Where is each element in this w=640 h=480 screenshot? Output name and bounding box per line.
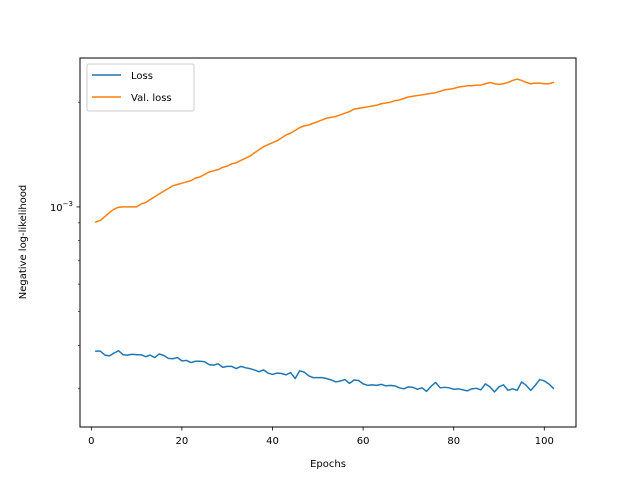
x-tick-label: 0 — [88, 436, 94, 447]
x-tick-label: 40 — [266, 436, 279, 447]
x-axis: 0 20 40 60 80 100 — [88, 427, 554, 447]
x-tick-label: 60 — [357, 436, 370, 447]
legend-label-loss: Loss — [131, 71, 153, 82]
legend: Loss Val. loss — [86, 63, 195, 112]
x-axis-label: Epochs — [310, 459, 346, 470]
y-axis: 10−3 — [50, 101, 80, 390]
x-tick-label: 20 — [176, 436, 189, 447]
series-layer — [94, 78, 555, 393]
legend-label-val-loss: Val. loss — [131, 93, 172, 104]
x-tick-label: 80 — [447, 436, 460, 447]
series-line-1 — [94, 78, 555, 223]
y-tick-label: 10−3 — [50, 200, 73, 214]
series-line-0 — [95, 349, 555, 393]
x-tick-label: 100 — [535, 436, 554, 447]
y-axis-label: Negative log-likelihood — [18, 185, 29, 300]
plot-frame — [79, 57, 577, 428]
